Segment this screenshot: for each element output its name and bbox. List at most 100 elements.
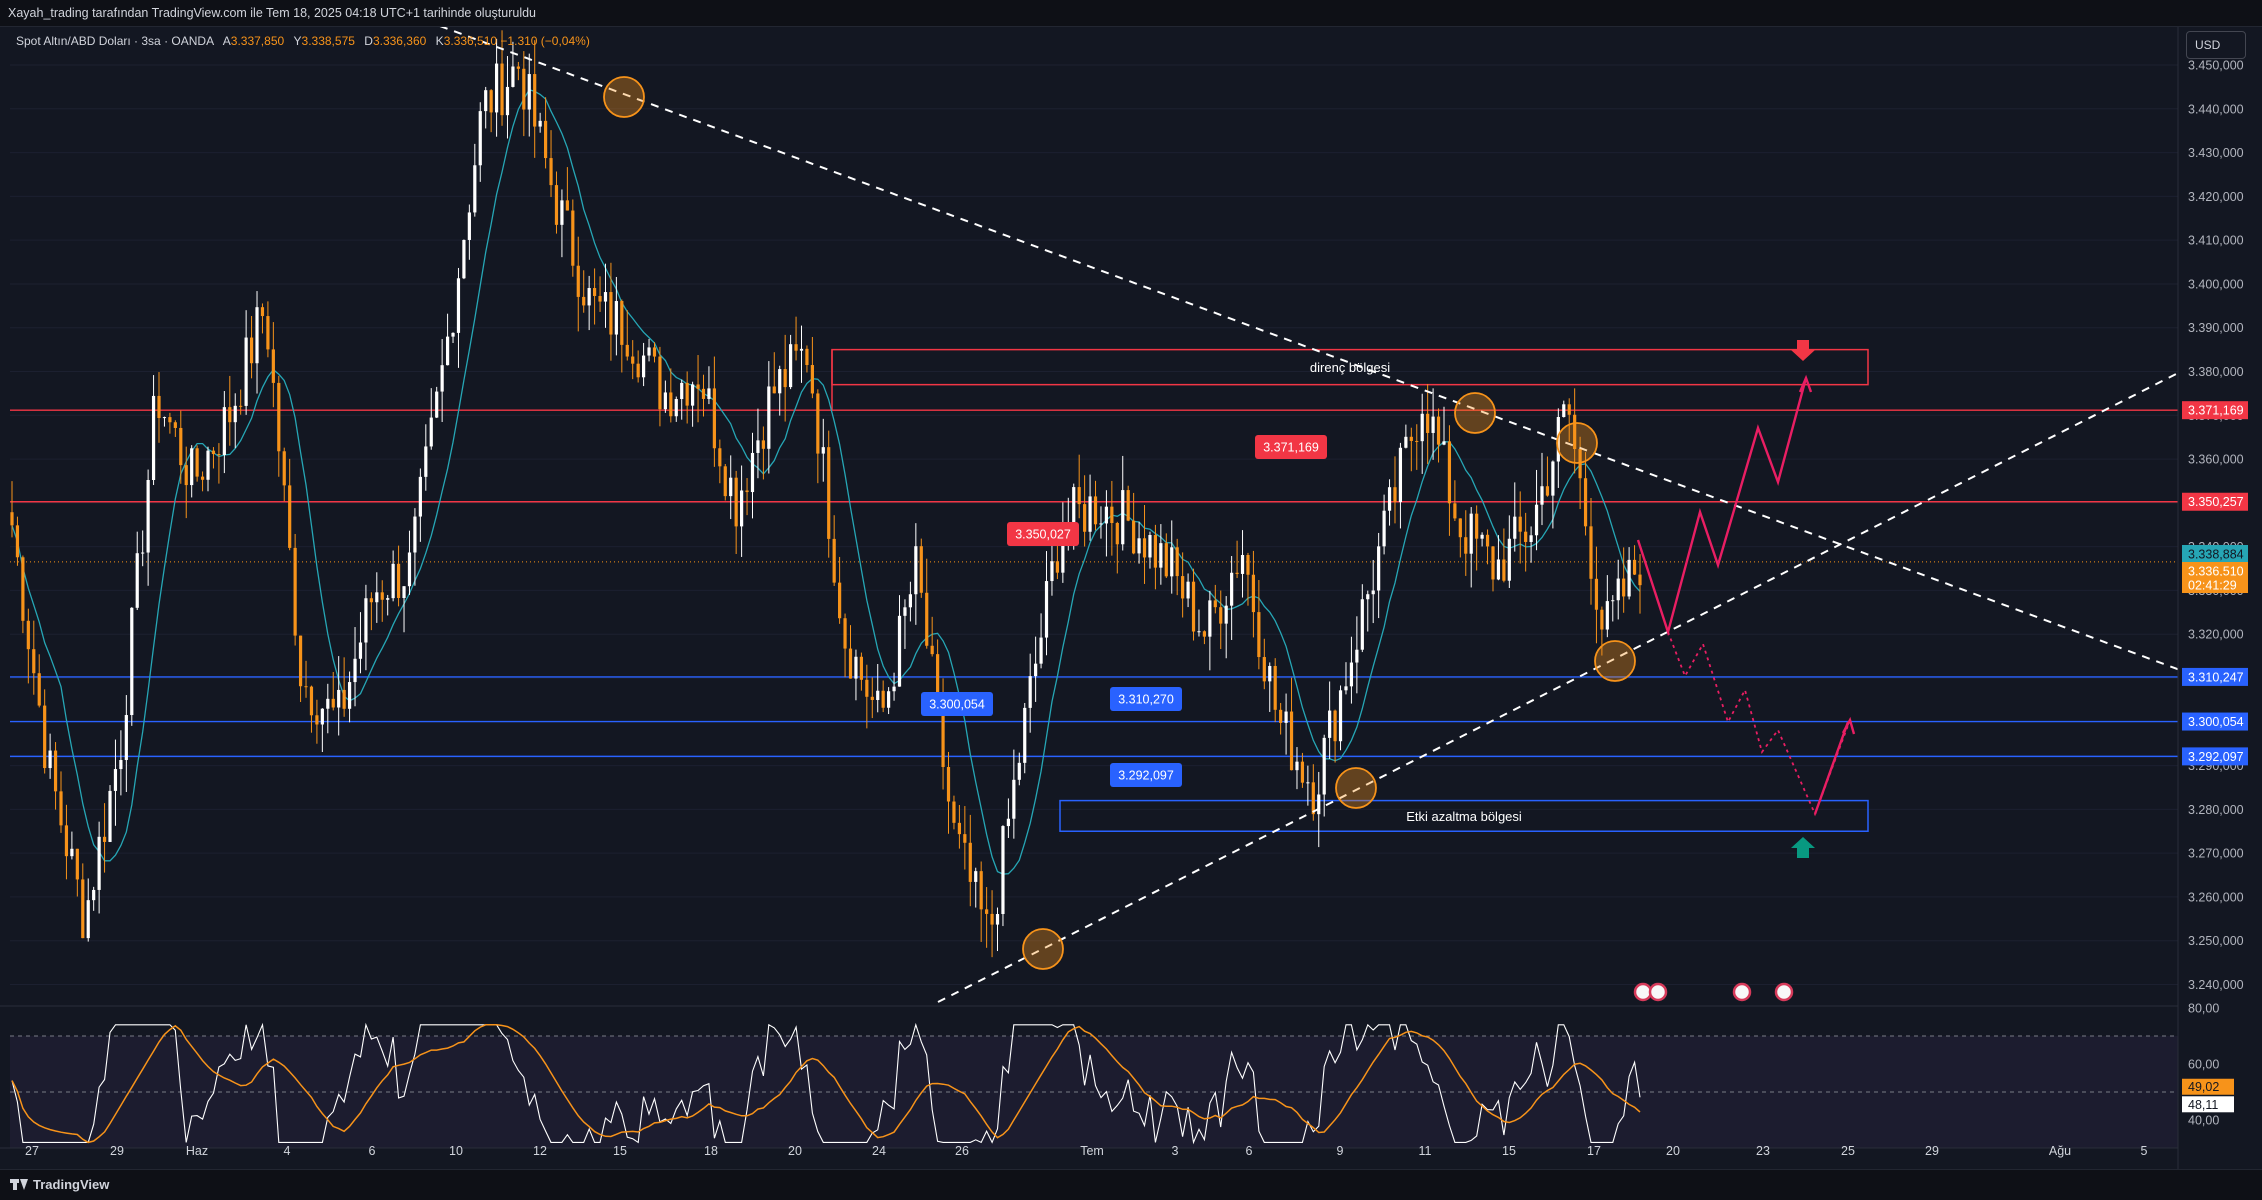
candle-body[interactable]: [1268, 665, 1272, 682]
candle-body[interactable]: [222, 407, 226, 455]
candle-body[interactable]: [326, 698, 330, 709]
candle-body[interactable]: [1632, 559, 1637, 575]
candle-body[interactable]: [1638, 574, 1642, 586]
candle-body[interactable]: [587, 288, 591, 306]
candle-body[interactable]: [233, 405, 237, 423]
candle-body[interactable]: [32, 649, 36, 674]
candle-body[interactable]: [43, 705, 47, 769]
candle-body[interactable]: [652, 347, 657, 357]
candle-body[interactable]: [914, 546, 918, 595]
candle-body[interactable]: [603, 292, 608, 302]
candle-body[interactable]: [1513, 516, 1517, 539]
candle-body[interactable]: [217, 454, 221, 456]
candle-body[interactable]: [1600, 609, 1604, 630]
horizontal-levels[interactable]: [10, 409, 2178, 758]
price-axis[interactable]: 3.240,000 3.250,000 3.260,000 3.270,000 3.28…: [2177, 26, 2262, 1169]
candle-body[interactable]: [1300, 761, 1305, 783]
candle-body[interactable]: [478, 111, 482, 166]
candle-body[interactable]: [957, 822, 961, 835]
candle-body[interactable]: [925, 592, 929, 646]
candle-body[interactable]: [1409, 436, 1413, 441]
candle-body[interactable]: [560, 200, 564, 225]
candle-body[interactable]: [908, 594, 912, 608]
candle-body[interactable]: [636, 363, 640, 378]
candle-body[interactable]: [1191, 581, 1196, 632]
candle-body[interactable]: [456, 278, 461, 333]
candle-body[interactable]: [533, 74, 537, 127]
candle-body[interactable]: [135, 553, 139, 608]
candle-body[interactable]: [26, 620, 30, 650]
candle-body[interactable]: [190, 448, 194, 486]
candle-body[interactable]: [271, 349, 275, 383]
candle-body[interactable]: [1083, 504, 1087, 532]
candle-body[interactable]: [783, 369, 787, 388]
candle-body[interactable]: [1338, 690, 1343, 742]
candle-body[interactable]: [712, 388, 716, 449]
candle-body[interactable]: [184, 465, 188, 486]
candle-body[interactable]: [1344, 686, 1348, 691]
candle-body[interactable]: [1622, 578, 1626, 597]
candle-body[interactable]: [718, 448, 722, 467]
candle-body[interactable]: [1115, 522, 1119, 545]
candle-body[interactable]: [669, 392, 673, 417]
candle-body[interactable]: [865, 679, 869, 697]
candle-body[interactable]: [554, 185, 559, 225]
candle-body[interactable]: [380, 592, 384, 600]
candle-body[interactable]: [887, 691, 891, 708]
candle-body[interactable]: [92, 889, 96, 901]
candle-body[interactable]: [789, 344, 793, 388]
candle-body[interactable]: [1001, 826, 1005, 915]
candle-body[interactable]: [707, 388, 711, 399]
candle-body[interactable]: [1023, 707, 1027, 763]
candle-body[interactable]: [936, 654, 940, 699]
candle-body[interactable]: [1594, 578, 1599, 610]
candle-body[interactable]: [102, 836, 107, 842]
candle-body[interactable]: [309, 686, 314, 716]
candle-body[interactable]: [1295, 761, 1299, 771]
candle-body[interactable]: [391, 563, 395, 599]
candle-body[interactable]: [1366, 594, 1370, 600]
candle-body[interactable]: [897, 615, 902, 687]
candle-body[interactable]: [974, 871, 978, 882]
candle-body[interactable]: [369, 598, 373, 603]
candle-body[interactable]: [162, 417, 167, 419]
candle-body[interactable]: [565, 200, 569, 211]
candle-body[interactable]: [582, 296, 586, 306]
candle-body[interactable]: [1235, 572, 1239, 574]
candle-body[interactable]: [1404, 436, 1408, 448]
candle-body[interactable]: [418, 476, 422, 517]
candle-body[interactable]: [1262, 657, 1266, 682]
candle-body[interactable]: [592, 288, 597, 296]
candle-body[interactable]: [505, 86, 510, 116]
candle-body[interactable]: [146, 479, 150, 553]
candle-body[interactable]: [761, 440, 765, 449]
candle-body[interactable]: [337, 689, 341, 708]
candle-body[interactable]: [1279, 709, 1283, 723]
candle-body[interactable]: [1142, 538, 1147, 558]
candle-body[interactable]: [1017, 762, 1021, 780]
candle-body[interactable]: [429, 417, 433, 447]
candle-body[interactable]: [255, 307, 259, 364]
candle-body[interactable]: [990, 913, 994, 925]
candle-body[interactable]: [1099, 523, 1103, 525]
candle-body[interactable]: [685, 382, 689, 406]
candle-body[interactable]: [1306, 782, 1310, 784]
candle-body[interactable]: [1186, 581, 1190, 599]
candle-body[interactable]: [396, 563, 401, 598]
candle-body[interactable]: [1562, 404, 1566, 417]
symbol-name[interactable]: Spot Altın/ABD Doları · 3sa · OANDA: [16, 34, 214, 48]
candle-body[interactable]: [756, 440, 760, 453]
candle-body[interactable]: [1219, 607, 1223, 624]
candle-body[interactable]: [424, 446, 428, 477]
candle-body[interactable]: [1480, 534, 1484, 539]
candle-body[interactable]: [211, 450, 216, 455]
candle-body[interactable]: [473, 165, 477, 213]
candle-body[interactable]: [288, 485, 292, 548]
rsi-line[interactable]: [11, 1022, 1641, 1145]
candle-body[interactable]: [1464, 537, 1468, 554]
candle-body[interactable]: [854, 656, 858, 679]
candle-body[interactable]: [663, 392, 667, 410]
candle-body[interactable]: [1540, 486, 1544, 505]
candle-body[interactable]: [838, 582, 842, 619]
candle-body[interactable]: [750, 452, 755, 493]
